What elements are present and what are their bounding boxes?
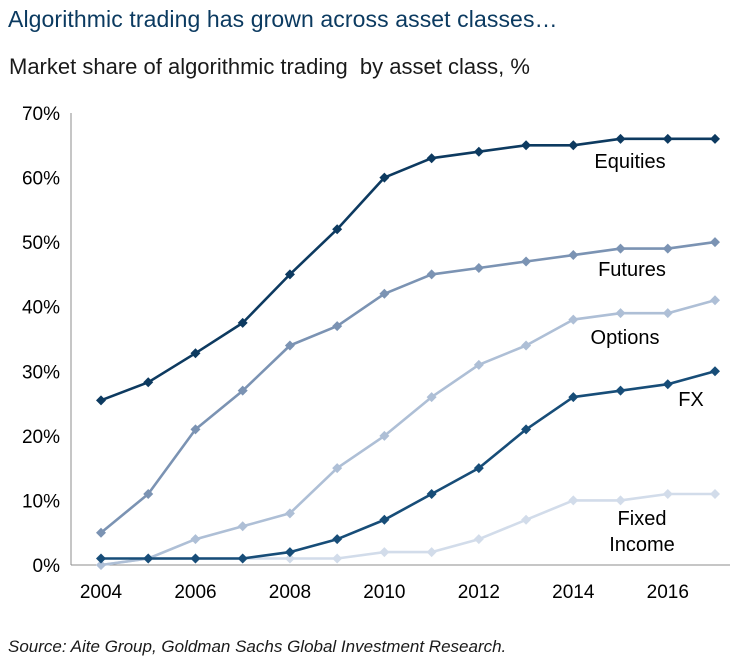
y-tick-label: 70% bbox=[22, 104, 60, 125]
series-label-futures: Futures bbox=[598, 259, 666, 281]
data-point-fx bbox=[379, 514, 390, 525]
data-point-options bbox=[190, 534, 201, 545]
data-point-futures bbox=[568, 250, 579, 261]
y-tick-label: 30% bbox=[22, 362, 60, 383]
x-tick-label: 2016 bbox=[647, 582, 689, 603]
data-point-equities bbox=[237, 317, 248, 328]
data-point-equities bbox=[662, 133, 673, 144]
series-label-options: Options bbox=[591, 327, 660, 349]
line-chart: 0% 10% 20% 30% 40% 50% 60% 70% 2004 2006 2008 2010 2… bbox=[22, 104, 730, 603]
data-point-equities bbox=[710, 133, 720, 144]
data-point-equities bbox=[96, 395, 106, 406]
data-point-fixed-income bbox=[568, 495, 579, 506]
data-point-equities bbox=[568, 140, 579, 151]
data-point-fixed-income bbox=[332, 553, 343, 564]
data-point-fx bbox=[143, 553, 154, 564]
x-tick-label: 2008 bbox=[269, 582, 311, 603]
data-point-equities bbox=[284, 269, 295, 280]
data-point-futures bbox=[143, 488, 154, 499]
data-point-fx bbox=[521, 424, 532, 435]
data-point-equities bbox=[521, 140, 532, 151]
data-point-fixed-income bbox=[379, 547, 390, 558]
data-point-fx bbox=[332, 534, 343, 545]
y-tick-label: 40% bbox=[22, 298, 60, 319]
data-point-equities bbox=[379, 172, 390, 183]
series-label-equities: Equities bbox=[594, 151, 665, 173]
data-point-options bbox=[521, 340, 532, 351]
data-point-futures bbox=[662, 243, 673, 254]
series-line-fx bbox=[101, 370, 716, 560]
data-point-futures bbox=[521, 256, 532, 267]
data-point-options bbox=[284, 508, 295, 519]
series-label-fixed-income: Fixed bbox=[618, 508, 667, 530]
x-tick-label: 2004 bbox=[80, 582, 123, 603]
data-point-fx bbox=[190, 553, 201, 564]
data-point-equities bbox=[190, 348, 201, 359]
series-line-equities bbox=[100, 137, 715, 402]
data-point-futures bbox=[379, 288, 390, 299]
data-point-equities bbox=[143, 377, 154, 388]
data-point-fx bbox=[96, 553, 106, 564]
data-point-fx bbox=[710, 366, 720, 377]
data-point-fx bbox=[568, 392, 579, 403]
data-point-fx bbox=[615, 385, 626, 396]
chart-source: Source: Aite Group, Goldman Sachs Global… bbox=[8, 637, 507, 656]
data-point-futures bbox=[190, 424, 201, 435]
data-point-fixed-income bbox=[521, 514, 532, 525]
data-point-equities bbox=[332, 224, 343, 235]
data-point-options bbox=[237, 521, 248, 532]
data-point-fx bbox=[284, 547, 295, 558]
data-point-futures bbox=[710, 237, 720, 248]
data-point-fixed-income bbox=[662, 488, 673, 499]
data-point-options bbox=[426, 392, 437, 403]
data-point-options bbox=[662, 308, 673, 319]
data-point-futures bbox=[473, 262, 484, 273]
x-tick-label: 2012 bbox=[458, 582, 500, 603]
chart-subtitle: Market share of algorithmic trading by a… bbox=[9, 54, 530, 79]
data-point-futures bbox=[237, 385, 248, 396]
data-point-fixed-income bbox=[284, 553, 295, 564]
data-point-options bbox=[615, 308, 626, 319]
data-point-futures bbox=[96, 527, 106, 538]
data-point-futures bbox=[284, 340, 295, 351]
data-point-fx bbox=[662, 379, 673, 390]
data-point-fx bbox=[473, 463, 484, 474]
x-tick-label: 2006 bbox=[174, 582, 216, 603]
data-point-options bbox=[568, 314, 579, 325]
data-point-options bbox=[379, 430, 390, 441]
y-tick-label: 10% bbox=[22, 491, 60, 512]
data-point-futures bbox=[426, 269, 437, 280]
y-tick-label: 50% bbox=[22, 233, 60, 254]
data-point-fx bbox=[237, 553, 248, 564]
chart-title: Algorithmic trading has grown across ass… bbox=[8, 6, 558, 32]
y-tick-label: 20% bbox=[22, 427, 60, 448]
data-point-equities bbox=[615, 133, 626, 144]
series-line-futures bbox=[100, 240, 716, 534]
data-point-equities bbox=[473, 146, 484, 157]
x-tick-label: 2014 bbox=[552, 582, 595, 603]
data-point-options bbox=[710, 295, 720, 306]
data-point-equities bbox=[426, 153, 437, 164]
series-label-fixed-income: Income bbox=[609, 534, 675, 556]
data-point-options bbox=[473, 359, 484, 370]
data-point-futures bbox=[615, 243, 626, 254]
data-point-fixed-income bbox=[710, 488, 720, 499]
series-line-options bbox=[100, 299, 716, 567]
data-point-fixed-income bbox=[473, 534, 484, 545]
data-point-fx bbox=[426, 488, 437, 499]
data-point-fixed-income bbox=[426, 547, 437, 558]
data-point-options bbox=[96, 560, 106, 570]
x-tick-label: 2010 bbox=[363, 582, 405, 603]
data-point-options bbox=[332, 463, 343, 474]
y-tick-label: 60% bbox=[22, 169, 60, 190]
data-point-futures bbox=[332, 321, 343, 332]
series-label-fx: FX bbox=[678, 389, 704, 411]
y-tick-label: 0% bbox=[33, 556, 61, 577]
data-point-fixed-income bbox=[615, 495, 626, 506]
